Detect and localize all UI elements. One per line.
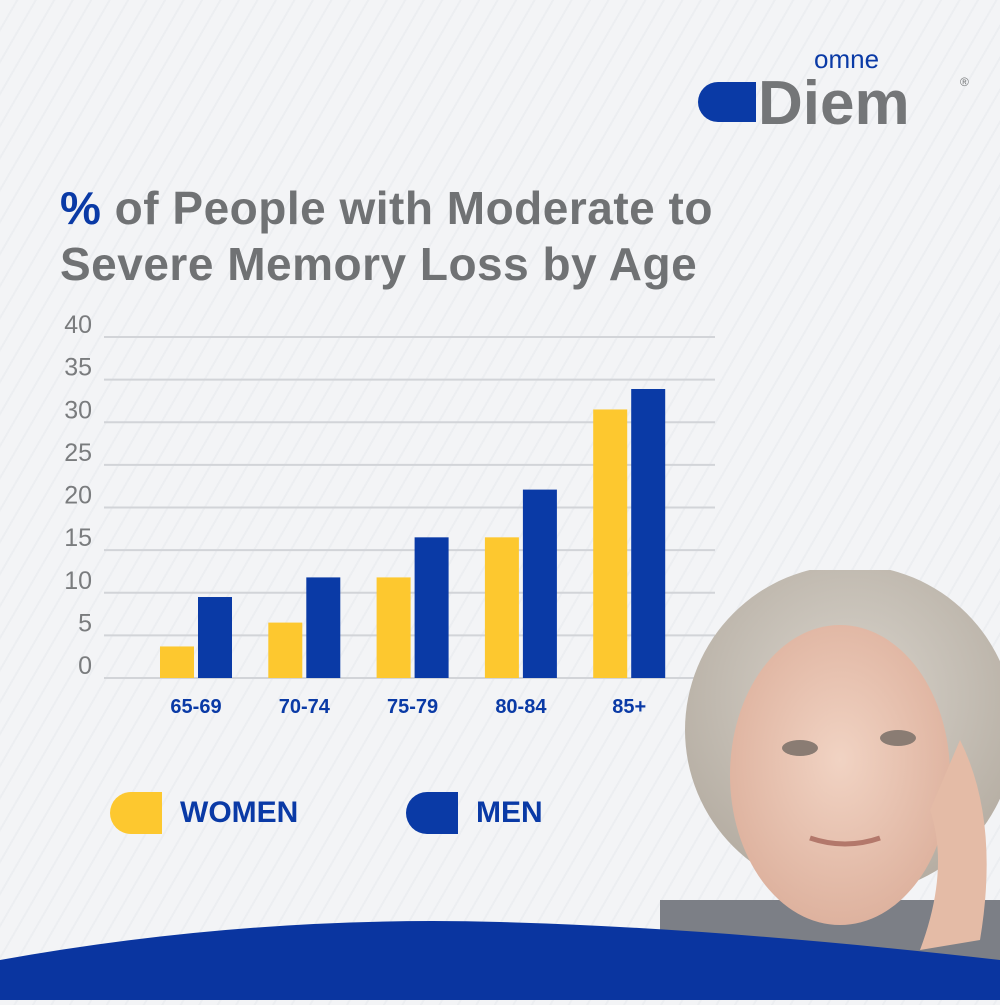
y-tick-label: 10	[64, 567, 92, 595]
bar-women-70-74	[268, 622, 303, 678]
title-line1-wrap: % of People with Moderate to	[60, 180, 713, 236]
bar-women-75-79	[376, 577, 411, 678]
y-tick-label: 30	[64, 396, 92, 424]
x-tick-label: 85+	[612, 696, 646, 718]
page-title: % of People with Moderate to Severe Memo…	[60, 180, 713, 292]
legend-label: MEN	[476, 796, 543, 829]
y-tick-label: 5	[78, 609, 92, 637]
brand-logo: omne Diem ®	[698, 44, 978, 138]
legend-swatch-women	[110, 792, 162, 834]
legend-women: WOMEN	[110, 792, 298, 834]
title-highlight: %	[60, 182, 102, 234]
y-tick-label: 20	[64, 482, 92, 510]
bar-men-65-69	[198, 597, 232, 678]
x-tick-label: 70-74	[279, 696, 331, 718]
x-tick-label: 80-84	[495, 696, 547, 718]
y-tick-label: 0	[78, 652, 92, 680]
bar-women-80-84	[484, 537, 519, 678]
bar-women-85+	[593, 409, 628, 678]
bar-men-85+	[631, 389, 666, 678]
legend-swatch-men	[406, 792, 458, 834]
bar-women-65-69	[160, 646, 194, 678]
registered-mark: ®	[960, 75, 969, 89]
bar-men-70-74	[306, 577, 341, 678]
brand-small: omne	[814, 46, 879, 74]
brand-large: Diem	[758, 69, 910, 130]
y-tick-label: 25	[64, 439, 92, 467]
title-line1: of People with Moderate to	[101, 182, 713, 234]
bar-men-80-84	[522, 489, 557, 678]
y-tick-label: 15	[64, 524, 92, 552]
bar-men-75-79	[414, 537, 449, 678]
legend-men: MEN	[406, 792, 543, 834]
x-tick-label: 75-79	[387, 696, 438, 718]
y-tick-label: 35	[64, 354, 92, 382]
legend-label: WOMEN	[180, 796, 299, 829]
title-line2: Severe Memory Loss by Age	[60, 238, 698, 290]
y-tick-label: 40	[64, 311, 92, 339]
x-tick-label: 65-69	[170, 696, 221, 718]
